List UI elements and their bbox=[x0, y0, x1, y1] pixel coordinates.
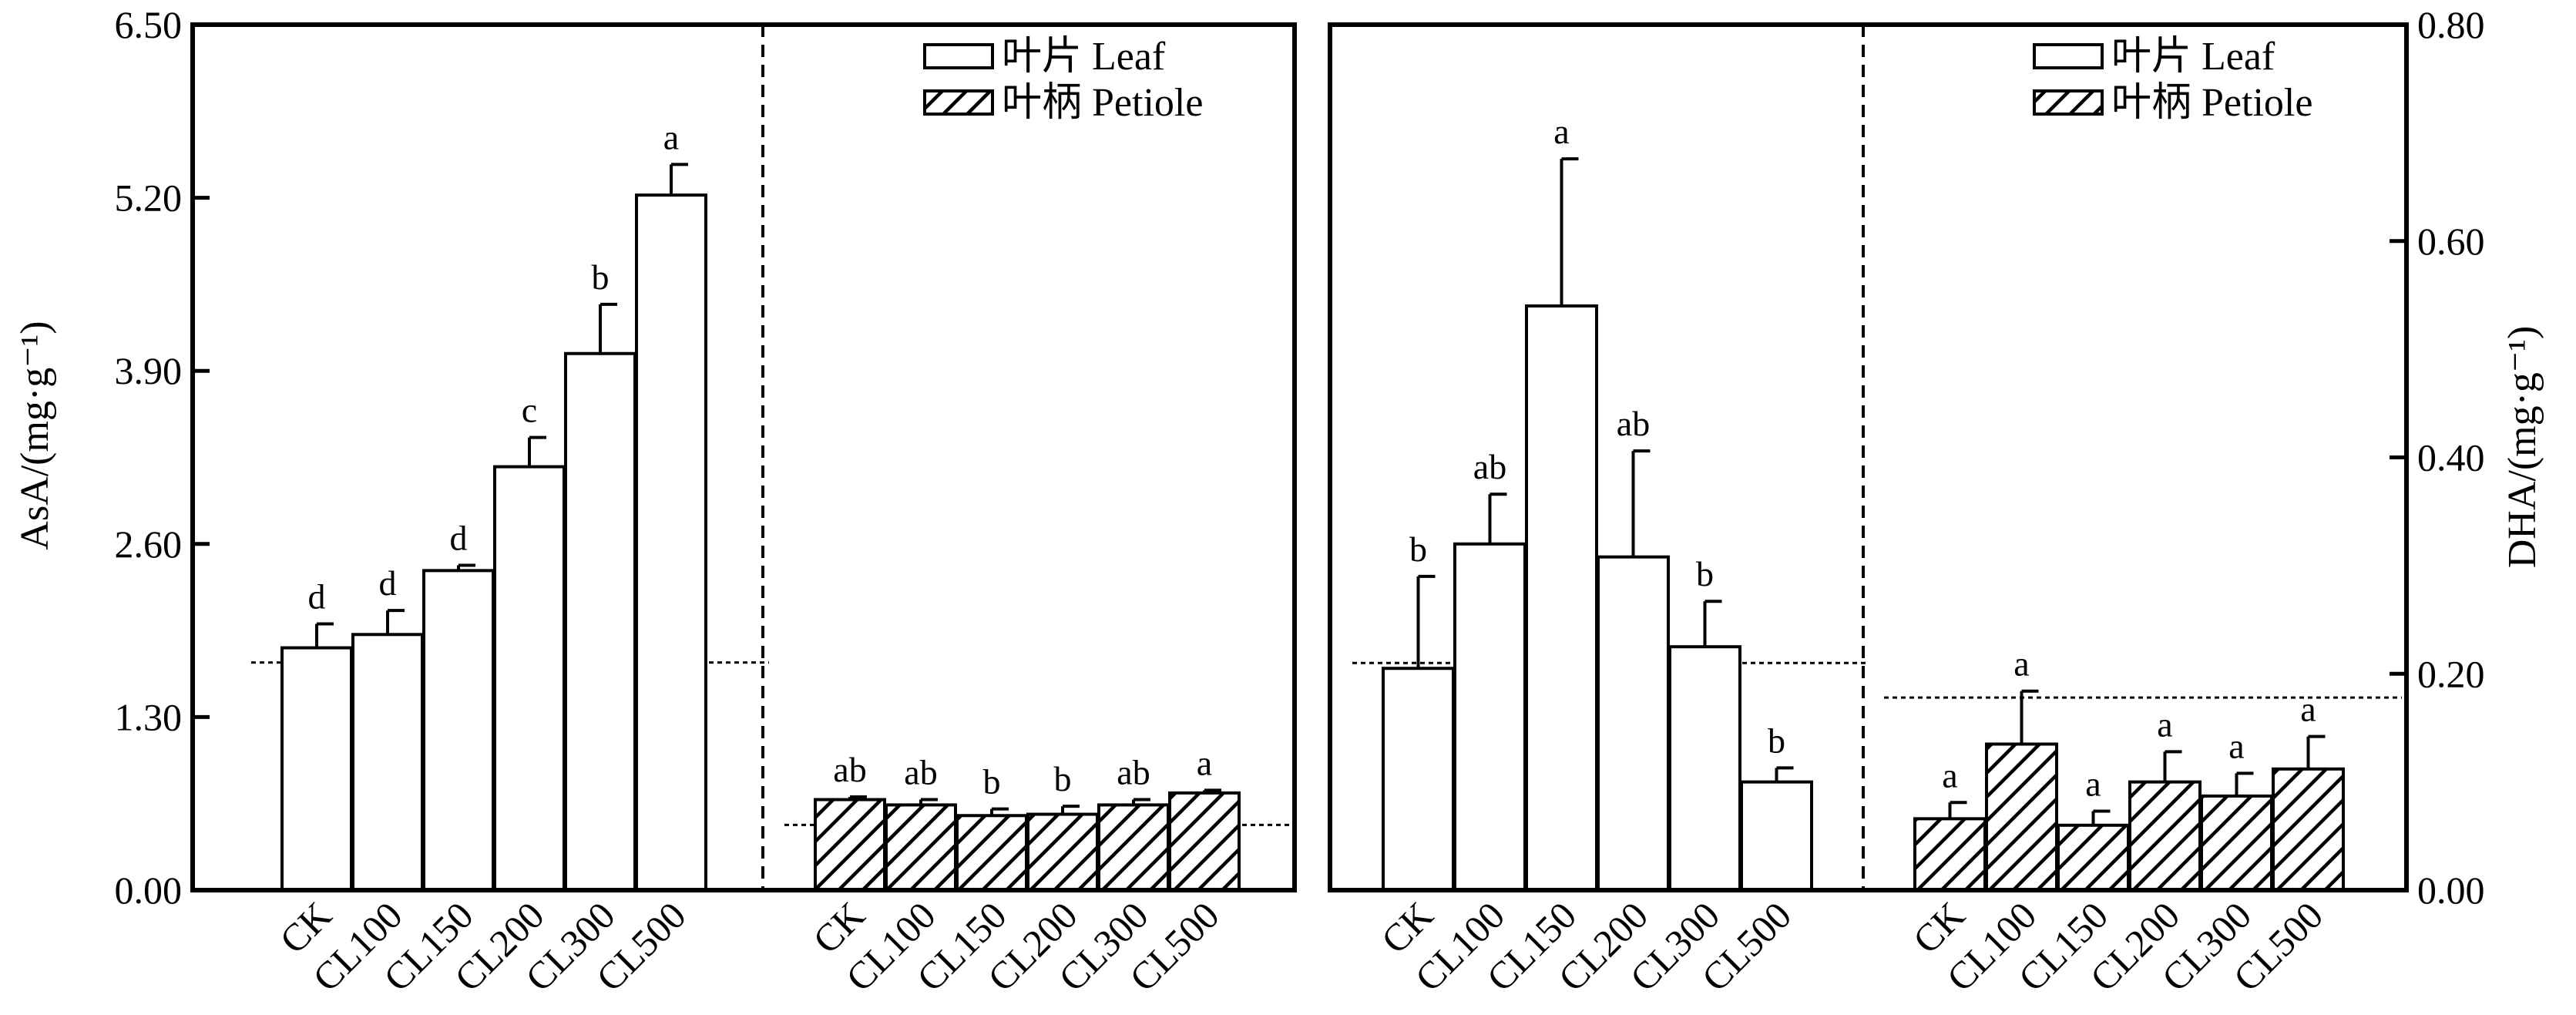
dha-leaf-bar bbox=[1597, 555, 1670, 892]
asa-petiole-significance-label: ab bbox=[904, 753, 937, 792]
asa-petiole-bar bbox=[814, 798, 886, 892]
asa-leaf-bar bbox=[351, 633, 424, 892]
dha-leaf-significance-label: ab bbox=[1473, 447, 1506, 486]
dha-leaf-significance-label: b bbox=[1696, 554, 1714, 593]
asa-y-tick-label: 5.20 bbox=[115, 176, 183, 220]
asa-petiole-significance-label: b bbox=[1054, 759, 1072, 798]
dha-y-tick-label: 0.80 bbox=[2417, 3, 2485, 46]
asa-petiole-bar bbox=[885, 803, 957, 892]
asa-leaf-bar bbox=[422, 569, 495, 892]
asa-leaf-bar bbox=[280, 646, 353, 892]
asa-y-tick-label: 1.30 bbox=[115, 695, 183, 738]
dha-legend-label: 叶片 Leaf bbox=[2111, 35, 2275, 79]
dha-petiole-significance-label: a bbox=[2013, 644, 2029, 684]
dha-petiole-significance-label: a bbox=[2228, 726, 2244, 765]
asa-legend-swatch bbox=[923, 43, 994, 69]
asa-petiole-significance-label: ab bbox=[833, 750, 866, 789]
asa-leaf-significance-label: d bbox=[450, 518, 468, 557]
dha-y-axis-label: DHA/(mg·g⁻¹) bbox=[2500, 326, 2544, 569]
asa-petiole-significance-label: b bbox=[983, 762, 1001, 802]
asa-y-axis-label: AsA/(mg·g⁻¹) bbox=[13, 321, 57, 550]
asa-petiole-bar bbox=[956, 814, 1028, 892]
dha-leaf-significance-label: ab bbox=[1617, 404, 1650, 443]
dha-petiole-significance-label: a bbox=[1942, 755, 1957, 795]
dha-leaf-significance-label: b bbox=[1409, 529, 1427, 569]
asa-leaf-significance-label: b bbox=[592, 257, 610, 297]
asa-y-tick-label: 3.90 bbox=[115, 349, 183, 392]
dha-legend-swatch bbox=[2033, 43, 2104, 69]
dha-petiole-bar bbox=[2272, 767, 2345, 892]
dha-legend-label: 叶柄 Petiole bbox=[2111, 81, 2312, 125]
asa-y-tick-label: 6.50 bbox=[115, 3, 183, 46]
asa-petiole-bar bbox=[1026, 812, 1099, 892]
asa-y-tick-label: 2.60 bbox=[115, 523, 183, 566]
asa-leaf-bar bbox=[493, 465, 566, 892]
dha-leaf-significance-label: a bbox=[1553, 112, 1569, 151]
dha-petiole-bar bbox=[2200, 794, 2273, 892]
asa-y-tick-label: 0.00 bbox=[115, 869, 183, 912]
dha-legend-swatch bbox=[2033, 89, 2104, 116]
dha-leaf-bar bbox=[1668, 645, 1741, 892]
asa-petiole-significance-label: ab bbox=[1117, 753, 1150, 792]
dha-leaf-bar bbox=[1740, 780, 1813, 892]
asa-leaf-significance-label: d bbox=[308, 576, 326, 616]
dha-y-tick-label: 0.20 bbox=[2417, 652, 2485, 695]
dha-plot-frame bbox=[1328, 22, 2409, 892]
asa-panel: AsA/(mg·g⁻¹) 0.00 1.30 2.60 3.90 5.20 6.50 d d… bbox=[13, 3, 1297, 1000]
dha-petiole-significance-label: a bbox=[2085, 765, 2101, 804]
dha-leaf-significance-label: b bbox=[1768, 721, 1785, 760]
asa-petiole-bar bbox=[1168, 791, 1241, 892]
dha-petiole-significance-label: a bbox=[2157, 704, 2172, 744]
asa-leaf-bar bbox=[564, 351, 636, 892]
asa-leaf-significance-label: c bbox=[522, 391, 537, 430]
dha-petiole-bar bbox=[2057, 823, 2130, 892]
dha-leaf-bar bbox=[1525, 304, 1598, 892]
asa-legend-label: 叶片 Leaf bbox=[1002, 35, 1166, 79]
dha-petiole-bar bbox=[2128, 780, 2202, 892]
dha-petiole-bar bbox=[1985, 742, 2058, 892]
asa-leaf-significance-label: d bbox=[379, 563, 397, 603]
asa-legend-label: 叶柄 Petiole bbox=[1002, 81, 1203, 125]
dha-petiole-significance-label: a bbox=[2300, 690, 2316, 729]
asa-leaf-bar bbox=[635, 193, 707, 892]
dha-leaf-bar bbox=[1382, 667, 1455, 892]
dha-leaf-bar bbox=[1453, 542, 1526, 892]
asa-legend-swatch bbox=[923, 89, 994, 116]
dha-y-tick-label: 0.60 bbox=[2417, 220, 2485, 263]
asa-petiole-significance-label: a bbox=[1197, 743, 1212, 782]
dha-y-tick-label: 0.00 bbox=[2417, 869, 2485, 912]
dha-petiole-bar bbox=[1913, 817, 1987, 892]
asa-petiole-bar bbox=[1097, 803, 1170, 892]
asa-leaf-significance-label: a bbox=[663, 117, 679, 156]
asa-plot-frame bbox=[190, 22, 1297, 892]
dha-y-tick-label: 0.40 bbox=[2417, 436, 2485, 479]
dha-panel: DHA/(mg·g⁻¹) 0.000.200.400.600.80 babaab… bbox=[1328, 3, 2544, 1000]
